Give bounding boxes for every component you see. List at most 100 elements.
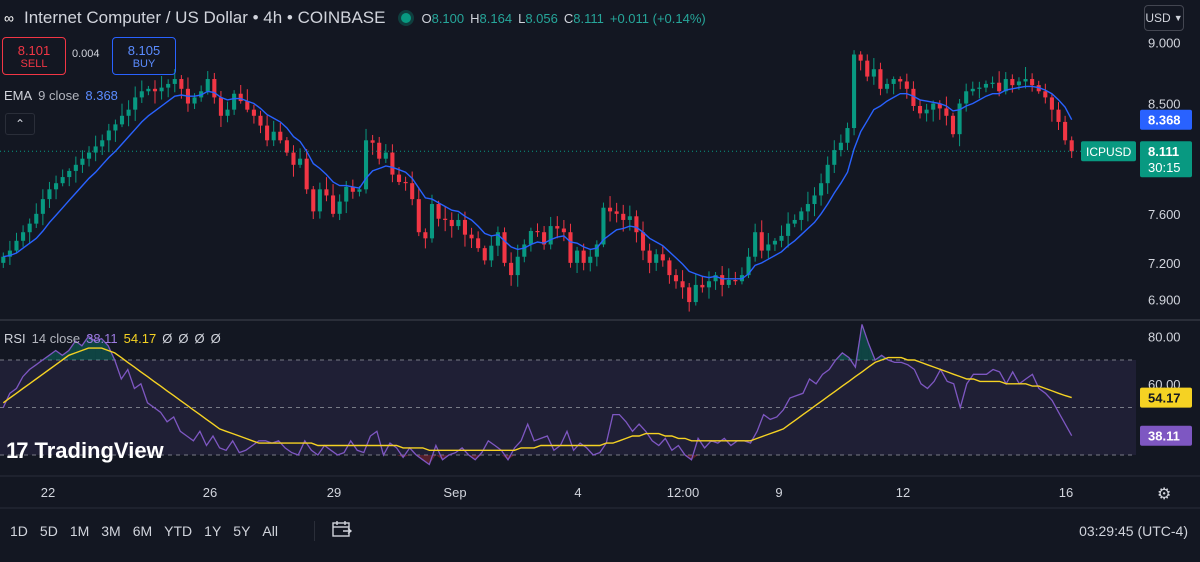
candle-body xyxy=(298,158,303,165)
candle-body xyxy=(1043,91,1048,98)
candles-group xyxy=(1,50,1074,312)
candle-body xyxy=(634,216,639,233)
sell-button[interactable]: 8.101 SELL xyxy=(2,37,66,75)
currency-button[interactable]: USD ▼ xyxy=(1144,5,1184,31)
candle-body xyxy=(977,87,982,89)
timeframe-1y[interactable]: 1Y xyxy=(204,523,222,539)
candle-body xyxy=(983,83,989,88)
timeframe-1m[interactable]: 1M xyxy=(69,523,90,539)
rsi-legend[interactable]: RSI 14 close 38.11 54.17 Ø Ø Ø Ø xyxy=(4,331,221,346)
timeframe-6m[interactable]: 6M xyxy=(132,523,153,539)
rsi-oversold-fill xyxy=(429,455,436,465)
candle-body xyxy=(812,195,817,205)
symbol-tag-label: ICPUSD xyxy=(1086,145,1132,159)
ema-axis-tag xyxy=(1140,109,1192,130)
candle-body xyxy=(957,103,962,135)
candle-body xyxy=(337,201,342,214)
candle-body xyxy=(390,152,395,175)
candle-body xyxy=(278,131,283,141)
spread-value: 0.004 xyxy=(72,48,100,60)
ema-params: 9 close xyxy=(38,88,80,103)
rsi-ma-value: 54.17 xyxy=(123,331,157,346)
symbol-title[interactable]: Internet Computer / US Dollar • 4h • COI… xyxy=(23,8,386,27)
candle-body xyxy=(377,142,382,159)
ema-name: EMA xyxy=(4,88,33,103)
toolbar-divider xyxy=(314,521,315,541)
candle-body xyxy=(1049,97,1054,110)
candle-body xyxy=(271,131,276,141)
candle-body xyxy=(594,244,599,257)
buy-button[interactable]: 8.105 BUY xyxy=(112,37,176,75)
rsi-value: 38.11 xyxy=(86,331,118,346)
candle-body xyxy=(449,219,454,227)
candle-body xyxy=(693,284,698,303)
candle-body xyxy=(581,250,586,263)
candle-body xyxy=(733,280,738,282)
candle-body xyxy=(172,79,177,84)
tradingview-logo-icon: 17 xyxy=(6,438,29,463)
candle-body xyxy=(970,88,975,92)
candle-body xyxy=(100,140,105,147)
candle-body xyxy=(462,219,467,235)
candle-body xyxy=(1016,81,1021,86)
candle-body xyxy=(324,189,329,196)
candle-body xyxy=(1010,79,1015,86)
candle-body xyxy=(640,232,646,251)
candle-body xyxy=(924,109,929,114)
candle-body xyxy=(284,140,289,153)
calendar-range-icon[interactable] xyxy=(331,519,353,539)
candle-body xyxy=(871,69,876,77)
settings-gear-icon[interactable]: ⚙ xyxy=(1157,486,1172,503)
rsi-tick-label-0: 80.00 xyxy=(1148,329,1181,344)
ohlc-change: +0.011 (+0.14%) xyxy=(609,10,706,26)
candle-body xyxy=(258,115,263,126)
rsi-extra-2: Ø xyxy=(194,331,205,346)
candle-body xyxy=(14,240,19,251)
candle-body xyxy=(726,280,731,285)
candle-body xyxy=(819,183,824,196)
collapse-legend-button[interactable]: ⌃ xyxy=(5,113,35,135)
candle-body xyxy=(904,81,909,89)
candle-body xyxy=(858,54,863,61)
candle-body xyxy=(350,186,355,192)
tradingview-logo[interactable]: 17 TradingView xyxy=(6,438,164,464)
candle-body xyxy=(139,91,144,98)
candle-body xyxy=(568,232,573,263)
candle-body xyxy=(601,207,606,245)
timeframe-all[interactable]: All xyxy=(262,523,278,539)
timeframe-ytd[interactable]: YTD xyxy=(164,523,193,539)
candle-body xyxy=(647,250,652,263)
candle-body xyxy=(713,275,718,282)
price-tick-label-1: 8.500 xyxy=(1148,97,1181,112)
time-tick-label-5: 12:00 xyxy=(667,485,700,500)
last-price-value: 8.111 xyxy=(1148,144,1179,159)
bar-countdown: 30:15 xyxy=(1148,160,1181,175)
candle-body xyxy=(838,142,843,151)
timeframe-bar: 1D 5D 1M 3M 6M YTD 1Y 5Y All xyxy=(10,523,278,539)
candle-body xyxy=(205,79,210,92)
candle-body xyxy=(60,177,65,184)
rsi-line xyxy=(2,324,1073,466)
candle-body xyxy=(304,158,309,190)
timeframe-3m[interactable]: 3M xyxy=(101,523,121,539)
ohlc-open: O8.100 xyxy=(421,10,465,26)
candle-body xyxy=(1030,79,1035,86)
candle-body xyxy=(799,211,804,220)
timeframe-5d[interactable]: 5D xyxy=(39,523,58,539)
chevron-up-icon: ⌃ xyxy=(14,117,26,131)
timeframe-1d[interactable]: 1D xyxy=(10,523,28,539)
ema-legend[interactable]: EMA 9 close 8.368 xyxy=(4,88,118,103)
candle-body xyxy=(232,93,237,110)
clock-timezone[interactable]: 03:29:45 (UTC-4) xyxy=(1079,523,1188,539)
ohlc-low: L8.056 xyxy=(518,10,558,26)
candle-body xyxy=(937,103,942,109)
ema-axis-value: 8.368 xyxy=(1148,113,1181,128)
rsi-oversold-fill xyxy=(422,455,430,465)
timeframe-5y[interactable]: 5Y xyxy=(233,523,251,539)
symbol-header: ∞ Internet Computer / US Dollar • 4h • C… xyxy=(4,8,706,28)
candle-body xyxy=(495,232,500,246)
rsi-ma-line xyxy=(2,347,1072,451)
candle-body xyxy=(469,234,474,239)
